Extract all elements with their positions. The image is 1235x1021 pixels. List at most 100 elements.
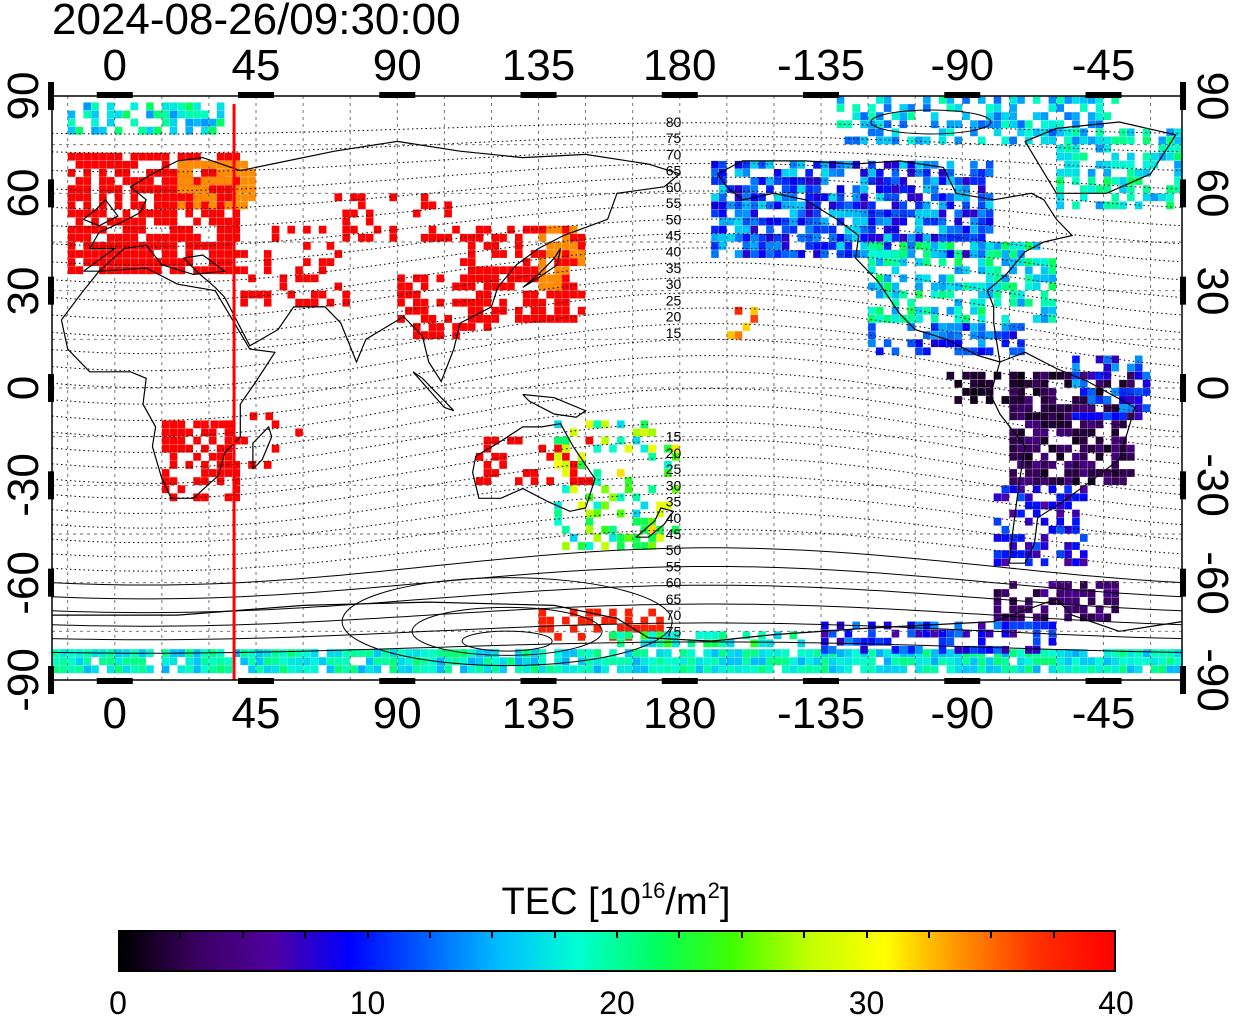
colorbar-minor-tick: [678, 930, 681, 938]
frame-tick-bottom: [96, 678, 133, 684]
x-tick-top: 45: [231, 41, 281, 90]
frame-tick-left: [48, 471, 54, 500]
frame-tick-bottom: [238, 678, 275, 684]
colorbar-tick-label: 40: [1098, 985, 1134, 1021]
contour-label: 75: [666, 623, 682, 639]
frame-tick-left: [48, 276, 54, 305]
frame-tick-left: [48, 568, 54, 597]
x-tick-top: 0: [102, 41, 128, 90]
frame-tick-bottom: [379, 678, 416, 684]
contour-label: 30: [666, 477, 682, 493]
frame-tick-top: [944, 92, 981, 98]
contour-label-group: 8075706560555045403530252015152025303540…: [666, 114, 682, 639]
contour-label: 45: [666, 526, 682, 542]
contour-label: 45: [666, 228, 682, 244]
colorbar-minor-tick: [304, 930, 307, 938]
contour-label: 15: [666, 325, 682, 341]
contour-label: 35: [666, 494, 682, 510]
tec-map: 8075706560555045403530252015152025303540…: [48, 82, 1186, 694]
x-tick-bottom: 135: [501, 689, 576, 738]
colorbar-minor-tick: [179, 930, 182, 938]
frame-tick-bottom: [944, 678, 981, 684]
contour-label: 75: [666, 130, 682, 146]
colorbar-minor-tick: [803, 930, 806, 938]
frame-tick-right: [1180, 276, 1186, 305]
contour-label: 20: [666, 445, 682, 461]
contour-label: 70: [666, 607, 682, 623]
frame-tick-left: [48, 82, 54, 110]
frame-tick-top: [96, 92, 133, 98]
contour-label: 65: [666, 163, 682, 179]
frame-tick-right: [1180, 666, 1186, 694]
x-tick-bottom: -135: [776, 689, 866, 738]
x-tick-bottom: 180: [643, 689, 717, 738]
x-tick-bottom: 90: [372, 689, 422, 738]
x-tick-top: -45: [1071, 41, 1136, 90]
frame-tick-left: [48, 666, 54, 694]
contour-label: 55: [666, 195, 682, 211]
x-tick-top: -135: [776, 41, 866, 90]
colorbar-minor-tick: [740, 930, 743, 938]
x-tick-top: -90: [930, 41, 995, 90]
plot-title: 2024-08-26/09:30:00: [52, 0, 461, 44]
colorbar-title: TEC [1016/m2]: [501, 878, 731, 923]
contour-label: 35: [666, 260, 682, 276]
frame-tick-bottom: [1085, 678, 1122, 684]
x-tick-bottom: -45: [1071, 689, 1136, 738]
contour-label: 40: [666, 510, 682, 526]
contour-label: 25: [666, 292, 682, 308]
frame-tick-top: [661, 92, 698, 98]
colorbar-minor-tick: [927, 930, 930, 938]
contour-label: 60: [666, 179, 682, 195]
frame-tick-right: [1180, 374, 1186, 402]
contour-label: 55: [666, 558, 682, 574]
frame-tick-top: [520, 92, 557, 98]
colorbar-tick-label: 20: [599, 985, 635, 1021]
contour-label: 60: [666, 575, 682, 591]
contour-label: 15: [666, 429, 682, 445]
frame-tick-top: [803, 92, 840, 98]
colorbar-minor-tick: [616, 930, 618, 938]
contour-label: 40: [666, 244, 682, 260]
colorbar-minor-tick: [241, 930, 244, 938]
x-tick-top: 135: [501, 41, 576, 90]
contour-label: 50: [666, 542, 682, 558]
x-tick-bottom: 45: [231, 689, 281, 738]
colorbar-minor-tick: [428, 930, 431, 938]
frame-tick-top: [1085, 92, 1122, 98]
frame-tick-right: [1180, 82, 1186, 110]
frame-tick-bottom: [520, 678, 557, 684]
x-tick-bottom: -90: [930, 689, 995, 738]
tec-data-cells: [52, 96, 1182, 674]
coastlines: [52, 121, 1183, 642]
x-tick-top: 180: [643, 41, 717, 90]
x-tick-bottom: 0: [102, 689, 128, 738]
colorbar-tick-label: 0: [109, 985, 127, 1021]
frame-tick-bottom: [661, 678, 698, 684]
contour-label: 65: [666, 591, 682, 607]
contour-label: 20: [666, 309, 682, 325]
contour-label: 50: [666, 211, 682, 227]
contour-label: 25: [666, 461, 682, 477]
contour-label: 30: [666, 276, 682, 292]
frame-tick-right: [1180, 471, 1186, 500]
contour-label: 80: [666, 114, 682, 130]
colorbar-minor-tick: [865, 930, 868, 938]
colorbar-minor-tick: [491, 930, 494, 938]
colorbar-minor-tick: [366, 930, 369, 938]
frame-tick-bottom: [803, 678, 840, 684]
colorbar-minor-tick: [1052, 930, 1055, 938]
frame-tick-right: [1180, 179, 1186, 208]
colorbar-minor-tick: [990, 930, 993, 938]
colorbar-minor-tick: [553, 930, 556, 938]
colorbar-tick-label: 30: [848, 985, 885, 1021]
contour-label: 70: [666, 146, 682, 162]
frame-ticks: [48, 82, 1186, 694]
x-tick-top: 90: [372, 41, 422, 90]
colorbar-tick-label: 10: [349, 985, 386, 1021]
frame-tick-left: [48, 179, 54, 208]
frame-tick-right: [1180, 568, 1186, 597]
frame-tick-top: [238, 92, 275, 98]
frame-tick-left: [48, 374, 54, 402]
frame-tick-top: [379, 92, 416, 98]
